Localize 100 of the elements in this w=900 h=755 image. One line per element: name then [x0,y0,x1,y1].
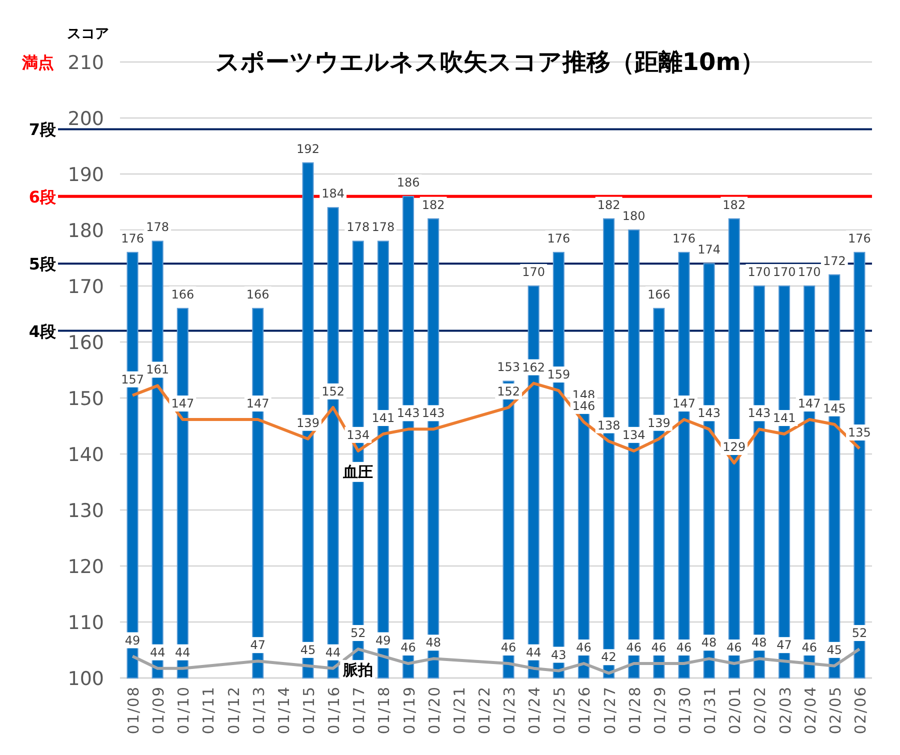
data-label: 141 [772,411,796,426]
data-label: 170 [522,265,546,279]
data-label: 143 [698,406,721,420]
y-tick-label: 150 [68,388,104,410]
x-tick-label: 01/09 [150,686,168,734]
y-tick-label: 190 [68,164,104,186]
x-tick-label: 01/20 [425,686,444,734]
data-label: 184 [322,186,345,201]
data-label: 182 [422,198,445,212]
data-label: 52 [852,626,868,640]
data-label: 143 [396,406,420,420]
y-tick-label: 210 [68,52,104,74]
x-tick-label: 01/08 [124,686,143,734]
x-tick-label: 01/29 [650,686,669,734]
chart-title: スポーツウエルネス吹矢スコア推移（距離10m） [215,48,765,76]
data-label: 46 [651,640,667,655]
data-label: 52 [350,626,366,640]
data-label: 135 [848,426,871,440]
data-label: 43 [551,648,566,662]
data-label: 182 [722,198,746,212]
data-label: 45 [300,642,316,657]
data-label: 48 [426,636,441,650]
data-label: 166 [171,287,194,302]
data-label: 143 [748,406,771,420]
x-tick-label: 01/11 [200,686,218,734]
y-tick-label: 110 [68,612,104,634]
data-label: 147 [171,396,194,411]
x-tick-label: 02/03 [776,686,794,734]
data-label: 166 [246,287,270,302]
y-tick-label: 140 [68,444,104,466]
data-label: 170 [748,265,771,279]
x-tick-label: 01/10 [174,686,193,734]
data-label: 170 [798,265,821,279]
y-tick-label: 170 [68,276,104,298]
y-tick-label: 160 [68,332,104,354]
data-label: 42 [601,650,616,664]
data-label: 174 [698,242,721,257]
data-label: 46 [726,640,742,655]
series-label: 血圧 [342,462,374,481]
data-label: 152 [497,384,520,398]
x-tick-label: 01/28 [626,686,644,734]
data-label: 46 [802,640,817,655]
x-tick-label: 02/05 [826,686,844,734]
data-label: 47 [250,638,266,652]
x-tick-label: 01/13 [250,686,268,734]
data-label: 176 [121,231,144,246]
x-tick-label: 01/19 [400,686,418,734]
data-label: 147 [798,396,821,411]
data-label: 170 [772,265,796,279]
x-tick-label: 01/26 [576,686,594,734]
data-label: 152 [322,384,345,398]
data-label: 44 [325,645,341,660]
x-tick-label: 01/24 [526,686,544,734]
data-label: 46 [500,640,516,655]
x-tick-label: 01/16 [325,686,344,734]
y-tick-label: 100 [68,668,104,690]
data-label: 47 [776,638,792,652]
y-axis-title: スコア [67,26,109,42]
data-label: 44 [175,645,190,660]
x-tick-label: 02/02 [751,686,770,734]
ref-line-label: 6段 [28,187,57,206]
data-label: 153 [497,360,520,374]
y-tick-label: 200 [68,108,104,130]
data-label: 166 [647,287,670,302]
data-label: 44 [150,645,166,660]
text: 満点 [21,53,54,72]
data-label: 172 [822,254,846,268]
x-tick-label: 01/31 [701,686,720,734]
x-tick-label: 02/01 [726,686,744,734]
x-tick-label: 01/15 [300,686,318,734]
data-label: 46 [576,640,592,655]
data-label: 143 [422,406,445,420]
data-label: 134 [346,428,370,442]
data-label: 176 [848,231,871,246]
x-tick-label: 01/23 [500,686,519,734]
data-label: 178 [146,220,170,234]
y-tick-label: 130 [68,500,104,522]
data-label: 134 [622,428,646,442]
data-label: 147 [246,396,270,411]
data-label: 161 [146,362,170,377]
data-label: 176 [547,231,570,246]
data-label: 141 [372,411,395,426]
x-tick-label: 02/04 [801,686,820,734]
data-label: 180 [622,209,646,223]
data-label: 178 [346,220,370,234]
ref-line-label: 7段 [28,120,57,140]
data-label: 159 [547,368,570,382]
x-tick-label: 01/14 [274,686,293,734]
data-label: 146 [572,398,596,413]
x-tick-label: 02/06 [851,686,870,734]
data-label: 48 [701,636,717,650]
data-label: 48 [752,636,767,650]
y-tick-label: 180 [68,220,104,242]
data-label: 44 [526,645,542,660]
data-label: 129 [722,440,746,454]
data-label: 178 [372,220,395,234]
data-label: 192 [296,142,320,156]
data-label: 139 [647,416,670,430]
data-label: 157 [121,372,144,386]
ref-line-label: 4段 [28,322,57,341]
